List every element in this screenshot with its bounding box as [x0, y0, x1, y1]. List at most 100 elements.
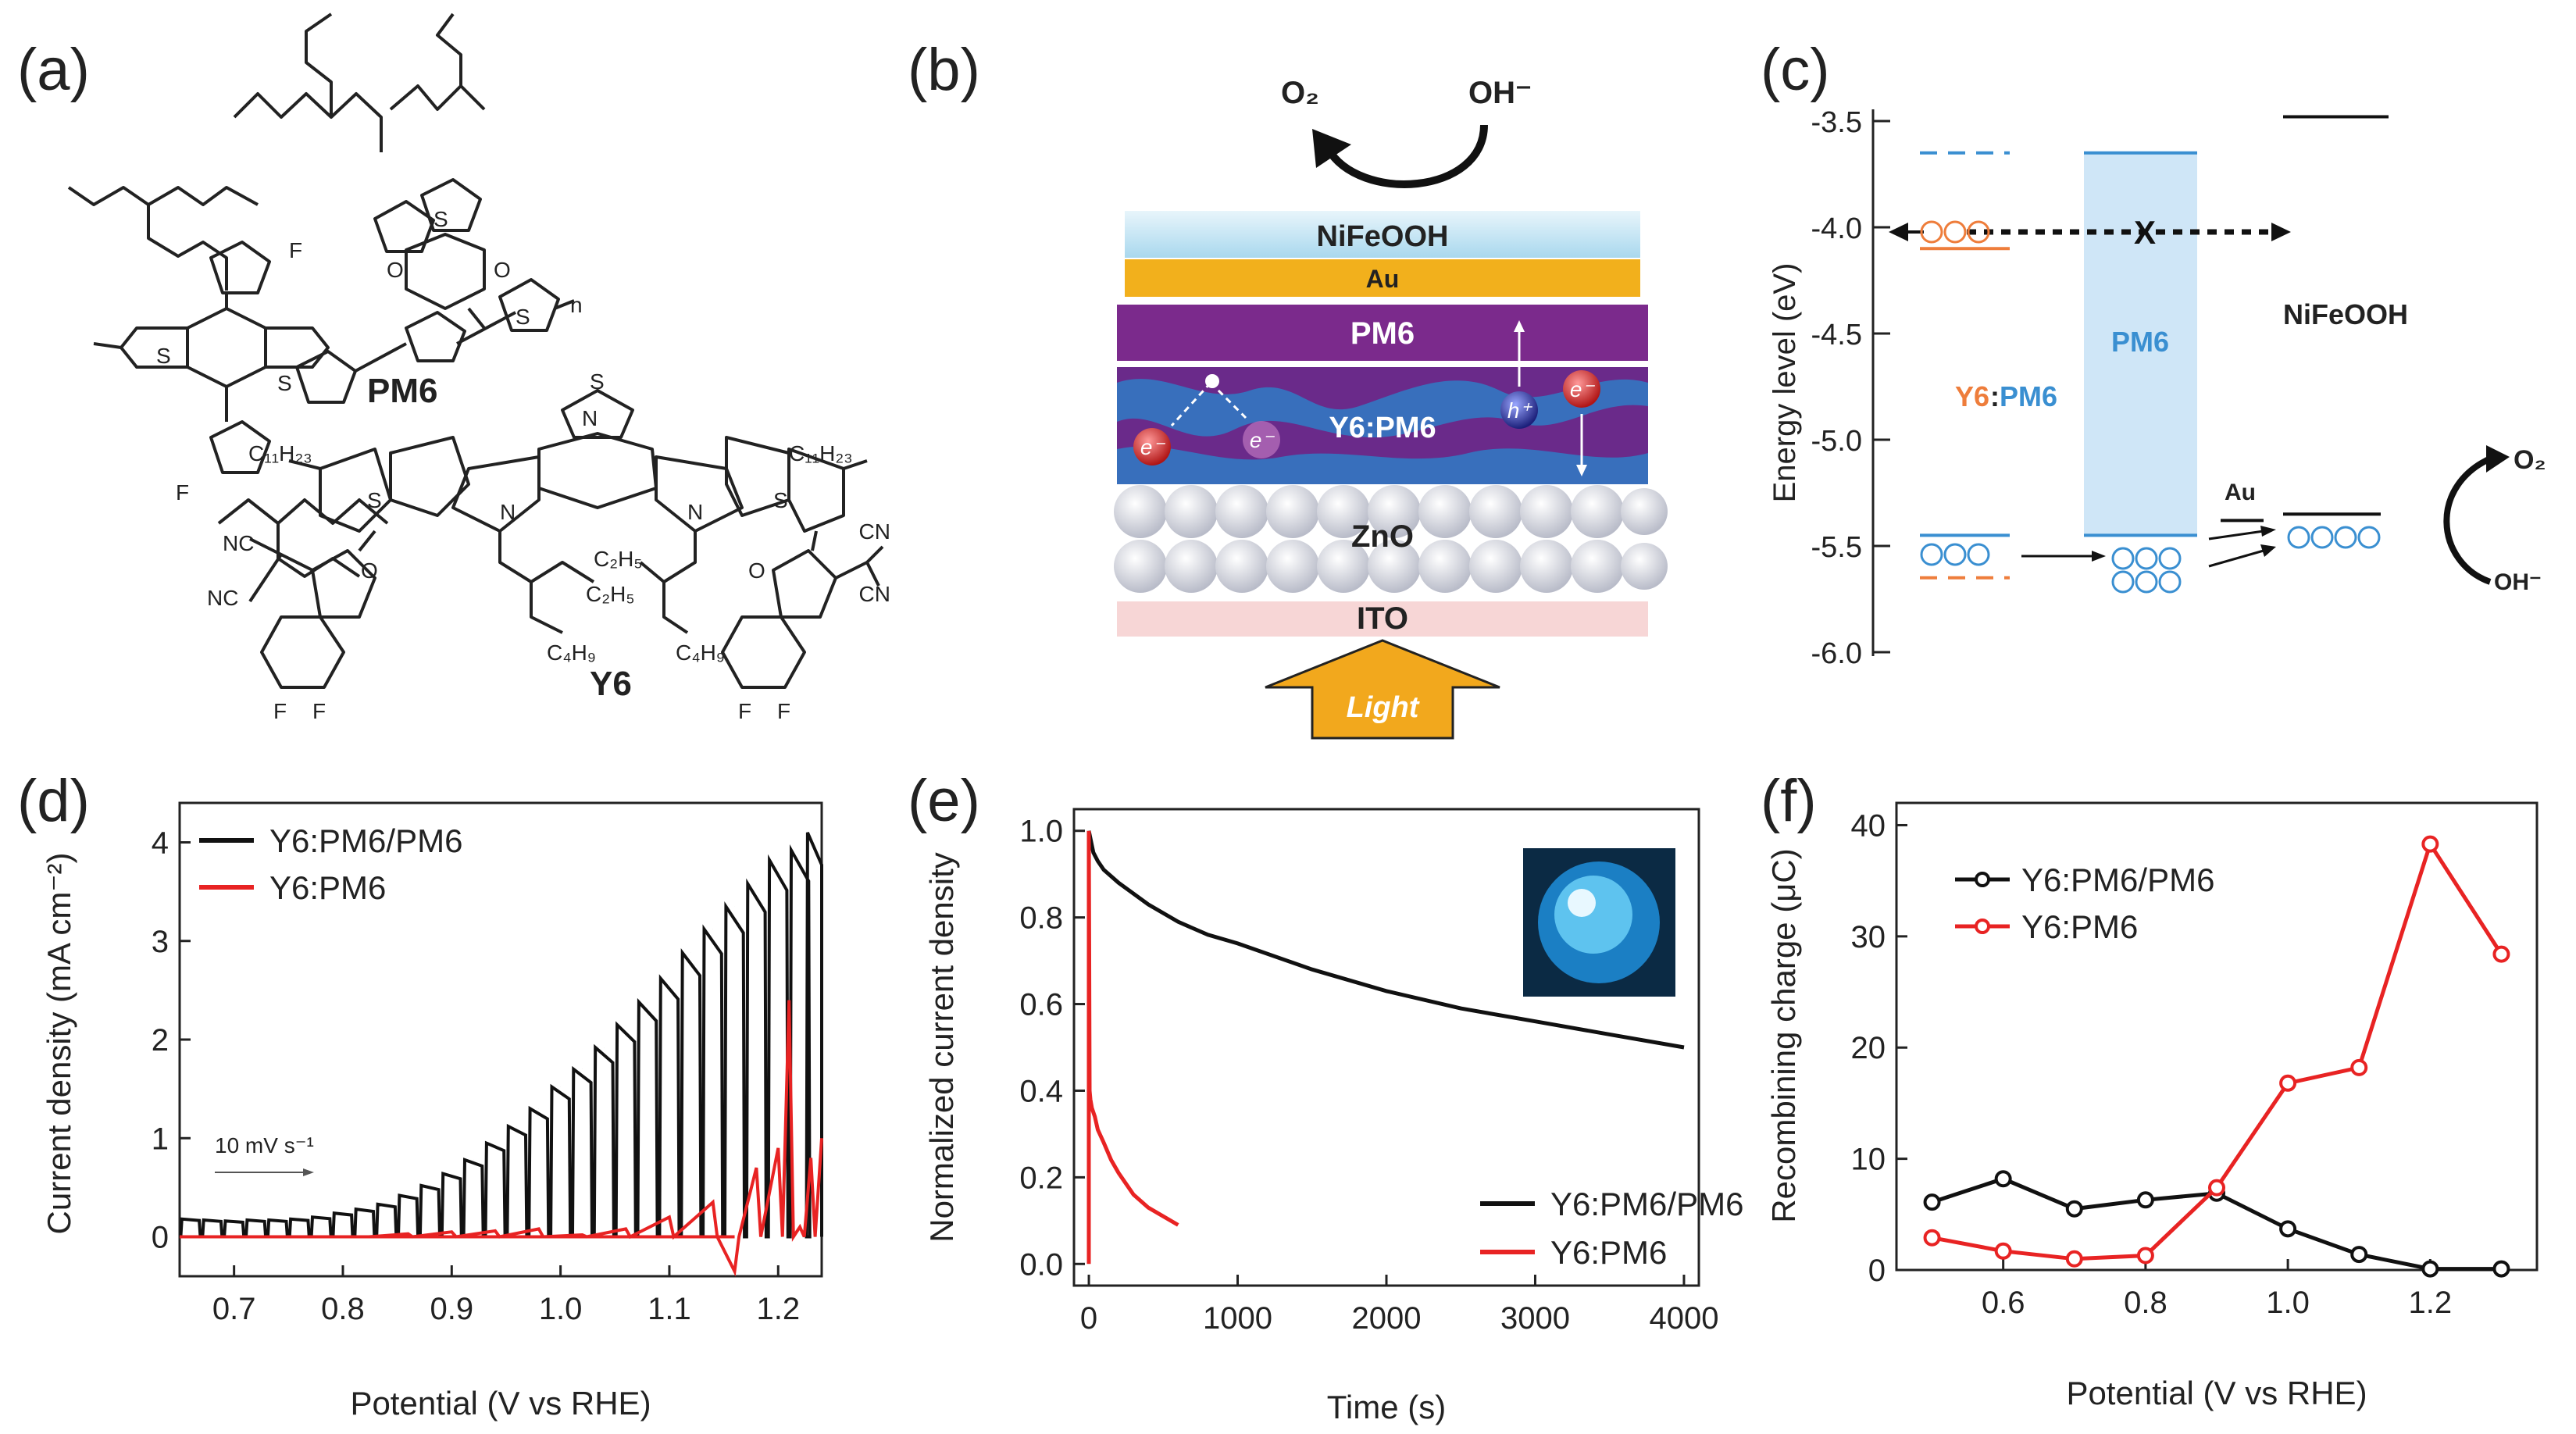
y6-thieno-right-2 — [787, 448, 845, 533]
f-series-y6pm6-pm6-point — [1923, 1193, 1941, 1211]
atom-f-4: F — [312, 699, 326, 723]
f-xtick-label: 0.8 — [2124, 1286, 2167, 1320]
d-legend-label-1: Y6:PM6/PM6 — [269, 822, 462, 859]
c-reaction-arrowhead — [2486, 445, 2510, 473]
d-scan-rate-label: 10 mV s⁻¹ — [215, 1133, 314, 1158]
c-nifeooh-label: NiFeOOH — [2283, 298, 2408, 330]
c-pm6-label-a: PM6 — [2000, 380, 2057, 412]
c-hole-arrowhead-2 — [2260, 544, 2276, 557]
c-colon-label: : — [1990, 380, 2000, 412]
c-o2-label: O₂ — [2514, 445, 2546, 475]
atom-cn-2: CN — [859, 582, 890, 606]
panel-b-device-schematic: O₂ OH⁻ NiFeOOH Au PM6 Y6:PM6 e⁻ e⁻ h⁺ e⁻… — [1114, 76, 1668, 740]
b-hole-arrowhead — [1514, 320, 1525, 332]
panel-c-energy-diagram: -3.5 -4.0 -4.5 -5.0 -5.5 -6.0 Energy level (e… — [1768, 106, 2546, 670]
atom-n-2: N — [500, 500, 516, 524]
e-series-y6pm6-pm6 — [1086, 830, 1685, 1050]
b-zno-spheres — [1114, 485, 1668, 593]
f-series-y6pm6-pm6-point — [2421, 1260, 2439, 1278]
c-pm6-label-b: PM6 — [2111, 326, 2169, 358]
y6-sidechain-left-2 — [530, 582, 563, 634]
c-pm6-band — [2084, 152, 2197, 536]
d-ytick-label: 1 — [152, 1122, 169, 1156]
pm6-bdt-right — [264, 326, 330, 369]
e-ytick-label: 0.8 — [1019, 901, 1063, 936]
c-hole-arrow-3 — [2208, 530, 2264, 540]
c-ytick-label: -3.5 — [1811, 106, 1862, 139]
pm6-bdt-core — [186, 307, 267, 388]
pm6-bdt-left — [120, 326, 189, 369]
d-xtick-label: 0.7 — [212, 1292, 256, 1326]
f-legend-label-1: Y6:PM6/PM6 — [2021, 861, 2214, 898]
f-ytick-label: 0 — [1868, 1254, 1886, 1288]
c-ytick-label: -4.0 — [1811, 212, 1862, 245]
atom-cn-1: CN — [859, 519, 890, 544]
pm6-chain-right — [389, 84, 486, 111]
f-plot-frame — [1895, 801, 2539, 1272]
d-xtick-label: 1.0 — [539, 1292, 583, 1326]
e-inset-highlight — [1568, 889, 1596, 917]
b-oh-label: OH⁻ — [1468, 76, 1532, 110]
atom-s-4: S — [516, 305, 530, 329]
f-legend-label-2: Y6:PM6 — [2021, 908, 2138, 945]
b-layer-pm6-label: PM6 — [1350, 316, 1415, 351]
d-scan-rate-arrowhead — [303, 1168, 314, 1176]
b-layer-nifeooh-label: NiFeOOH — [1317, 220, 1449, 253]
y6-thieno-left-1 — [389, 436, 470, 517]
b-electron-3 — [1563, 370, 1600, 408]
atom-n-3: N — [687, 500, 703, 524]
pm6-chain-top-2 — [305, 12, 333, 117]
e-xtick-label: 3000 — [1500, 1301, 1570, 1336]
f-series-y6pm6-pm6-point — [1994, 1170, 2012, 1188]
y6-sidechain-right — [639, 531, 697, 583]
y6-cn-right-2 — [865, 562, 880, 587]
b-layer-pm6 — [1117, 305, 1648, 361]
d-ylabel: Current density (mA cm⁻²) — [41, 853, 77, 1235]
b-dash-arrow-2 — [1209, 381, 1247, 419]
e-xtick-label: 1000 — [1203, 1301, 1272, 1336]
pm6-thiophene-4 — [295, 350, 357, 404]
pm6-bracket-left — [93, 342, 122, 349]
f-series-y6pm6-point — [2350, 1058, 2368, 1076]
b-light-label: Light — [1347, 691, 1420, 724]
pm6-thiophene-5 — [498, 278, 560, 332]
pm6-chain-left — [67, 186, 259, 206]
c-ytick-label: -5.5 — [1811, 531, 1862, 564]
f-series-y6pm6-point — [1923, 1229, 1941, 1247]
c-hole-arrowhead-1 — [2092, 551, 2106, 562]
f-series-y6pm6-pm6-point — [2492, 1260, 2510, 1278]
f-ylabel: Recombining charge (μC) — [1765, 848, 1802, 1222]
b-electron-1 — [1133, 428, 1171, 466]
b-electron-3-label: e⁻ — [1570, 377, 1596, 401]
atom-s-3: S — [433, 207, 448, 231]
f-series-y6pm6-point — [2421, 835, 2439, 853]
f-xlabel: Potential (V vs RHE) — [2066, 1375, 2367, 1411]
b-layer-nifeooh — [1125, 211, 1640, 258]
c-reaction-arrow — [2443, 454, 2496, 585]
b-hole-label: h⁺ — [1507, 398, 1533, 423]
c-x-mark: X — [2134, 214, 2156, 251]
d-ytick-label: 4 — [152, 826, 169, 861]
y6-core-1 — [537, 432, 658, 509]
y6-cn-left-2 — [248, 553, 283, 603]
d-ytick-label: 0 — [152, 1221, 169, 1255]
atom-f-3: F — [273, 699, 287, 723]
y6-c11h23-left — [288, 459, 321, 470]
atom-s-1: S — [156, 344, 171, 368]
e-legend-label-1: Y6:PM6/PM6 — [1550, 1186, 1743, 1222]
pm6-thiophene-3 — [209, 420, 271, 474]
atom-f-1: F — [289, 238, 302, 262]
pm6-thiophene-1 — [209, 241, 271, 294]
panel-label-c: (c) — [1761, 37, 1830, 103]
e-ytick-label: 0.2 — [1019, 1161, 1063, 1195]
y6-endgroup-left-5ring — [311, 549, 376, 619]
b-layer-zno-label: ZnO — [1351, 519, 1414, 554]
pm6-label: PM6 — [367, 372, 437, 410]
atom-o-2: O — [494, 258, 511, 282]
d-legend-label-2: Y6:PM6 — [269, 869, 386, 906]
atom-nc-1: NC — [223, 531, 254, 555]
e-series-y6pm6 — [1086, 830, 1179, 1265]
atom-s-6: S — [367, 488, 382, 512]
pm6-bond-1 — [456, 311, 516, 345]
f-series-y6pm6-point — [2065, 1250, 2083, 1268]
